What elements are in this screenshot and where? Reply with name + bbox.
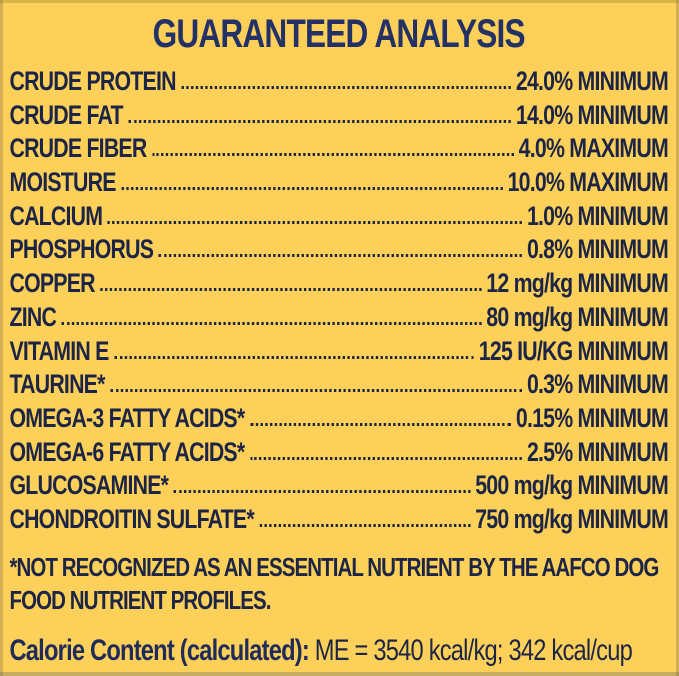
nutrient-value: 0.3% MINIMUM — [526, 369, 669, 400]
nutrient-name: CHONDROITIN SULFATE* — [9, 503, 254, 534]
nutrient-name: GLUCOSAMINE* — [9, 470, 169, 501]
panel-title: GUARANTEED ANALYSIS — [152, 12, 526, 56]
analysis-row: CRUDE FAT 14.0% MINIMUM — [9, 99, 669, 134]
analysis-row: OMEGA-3 FATTY ACIDS* 0.15% MINIMUM — [9, 402, 669, 437]
nutrient-name: CRUDE FAT — [9, 99, 123, 130]
dot-leader — [100, 288, 482, 292]
aafco-footnote: *NOT RECOGNIZED AS AN ESSENTIAL NUTRIENT… — [9, 551, 667, 617]
dot-leader — [249, 456, 523, 460]
nutrient-value: 4.0% MAXIMUM — [518, 133, 669, 164]
calorie-content-line: Calorie Content (calculated): ME = 3540 … — [9, 634, 667, 668]
nutrient-value: 12 mg/kg MINIMUM — [486, 268, 668, 299]
analysis-row: COPPER 12 mg/kg MINIMUM — [9, 268, 668, 302]
dot-leader — [110, 389, 523, 393]
nutrient-name: COPPER — [9, 268, 95, 299]
nutrient-name: CRUDE PROTEIN — [9, 66, 176, 96]
nutrient-name: OMEGA-6 FATTY ACIDS* — [9, 436, 245, 467]
analysis-row: CALCIUM 1.0% MINIMUM — [9, 200, 669, 235]
analysis-row: ZINC 80 mg/kg MINIMUM — [9, 301, 668, 336]
nutrient-value: 80 mg/kg MINIMUM — [486, 301, 668, 332]
footnote-line-1: *NOT RECOGNIZED AS AN ESSENTIAL NUTRIENT… — [9, 551, 659, 582]
nutrient-value: 10.0% MAXIMUM — [507, 167, 669, 198]
nutrient-name: CRUDE FIBER — [9, 133, 147, 164]
nutrient-name: OMEGA-3 FATTY ACIDS* — [9, 402, 245, 433]
nutrient-value: 2.5% MINIMUM — [526, 436, 669, 467]
calorie-content-value: ME = 3540 kcal/kg; 342 kcal/cup — [314, 633, 633, 667]
nutrient-name: ZINC — [9, 301, 57, 332]
analysis-row: CRUDE FIBER 4.0% MAXIMUM — [9, 133, 669, 167]
dot-leader — [151, 153, 514, 157]
dot-leader — [158, 254, 523, 258]
dot-leader — [114, 355, 475, 359]
analysis-rows: CRUDE PROTEIN 24.0% MINIMUM CRUDE FAT 14… — [9, 66, 669, 538]
dot-leader — [259, 523, 471, 527]
dot-leader — [128, 119, 512, 123]
dot-leader — [249, 422, 512, 426]
dot-leader — [173, 490, 471, 494]
nutrient-value: 125 IU/KG MINIMUM — [478, 335, 669, 366]
analysis-row: VITAMIN E 125 IU/KG MINIMUM — [9, 335, 669, 370]
analysis-row: CHONDROITIN SULFATE* 750 mg/kg MINIMUM — [9, 503, 668, 538]
nutrient-value: 14.0% MINIMUM — [515, 99, 669, 130]
dot-leader — [121, 187, 503, 191]
dot-leader — [61, 321, 482, 325]
nutrient-name: MOISTURE — [9, 167, 116, 198]
nutrient-name: TAURINE* — [9, 369, 105, 400]
nutrient-value: 500 mg/kg MINIMUM — [475, 470, 668, 501]
dot-leader — [107, 220, 523, 224]
nutrient-value: 1.0% MINIMUM — [526, 200, 669, 231]
footnote-line-2: FOOD NUTRIENT PROFILES. — [9, 584, 271, 615]
dot-leader — [181, 86, 512, 89]
nutrient-value: 0.8% MINIMUM — [526, 234, 669, 265]
nutrient-name: PHOSPHORUS — [9, 234, 154, 265]
analysis-row: GLUCOSAMINE* 500 mg/kg MINIMUM — [9, 470, 668, 504]
nutrient-value: 0.15% MINIMUM — [515, 402, 669, 433]
nutrient-name: VITAMIN E — [9, 335, 109, 366]
calorie-content-label: Calorie Content (calculated): — [9, 633, 310, 667]
nutrient-name: CALCIUM — [9, 200, 103, 231]
nutrient-value: 24.0% MINIMUM — [515, 66, 669, 96]
analysis-row: CRUDE PROTEIN 24.0% MINIMUM — [9, 66, 669, 100]
nutrient-value: 750 mg/kg MINIMUM — [475, 503, 668, 534]
analysis-row: PHOSPHORUS 0.8% MINIMUM — [9, 234, 669, 268]
analysis-row: TAURINE* 0.3% MINIMUM — [9, 369, 669, 403]
analysis-row: OMEGA-6 FATTY ACIDS* 2.5% MINIMUM — [9, 436, 669, 471]
analysis-row: MOISTURE 10.0% MAXIMUM — [9, 167, 669, 201]
